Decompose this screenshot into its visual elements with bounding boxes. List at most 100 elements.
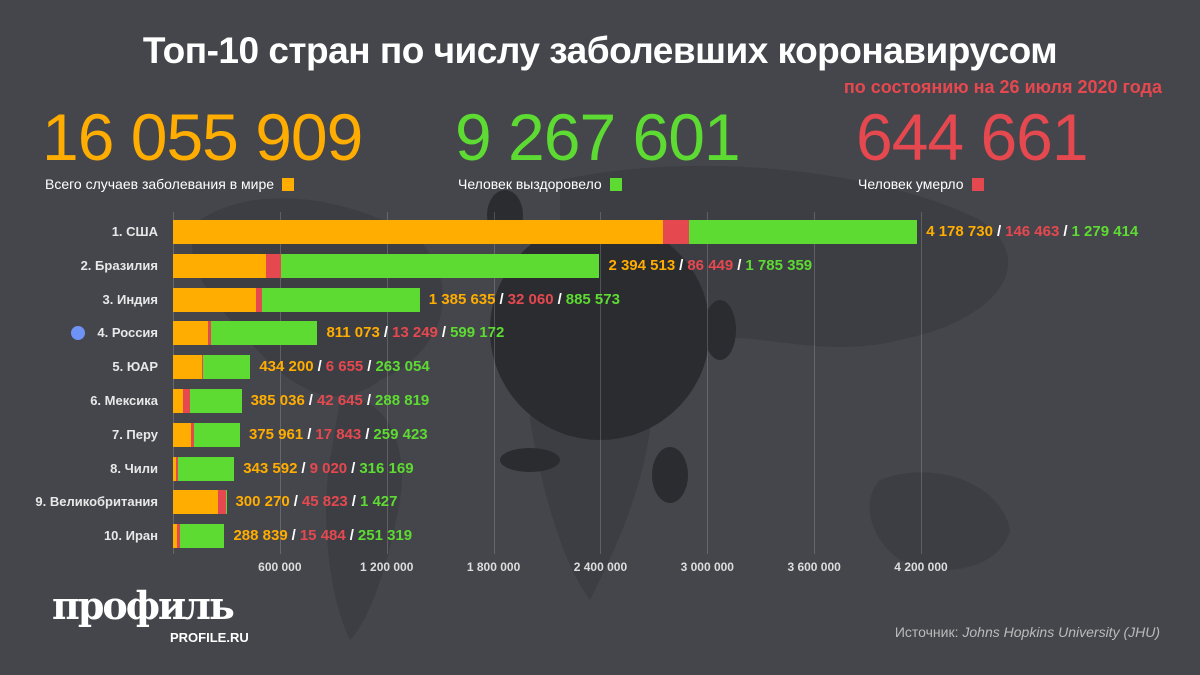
page-title: Топ-10 стран по числу заболевших коронав…: [142, 30, 1058, 71]
cases-value: 300 270: [235, 493, 290, 511]
cases-value: 4 178 730: [926, 223, 993, 240]
chart-row: 9. Великобритания 300 270/45 823/1 427: [0, 490, 1200, 515]
separator-slash: /: [441, 324, 447, 342]
total-cases-label: Всего случаев заболевания в мире: [45, 176, 275, 192]
total-recovered-value: 9 267 601: [455, 100, 741, 174]
gridline: [814, 212, 816, 554]
recovered-value: 1 785 359: [745, 256, 813, 274]
separator-slash: /: [308, 392, 313, 409]
value-label: 434 200/6 655/263 054: [259, 358, 429, 376]
stacked-bar: [173, 456, 235, 481]
bar-segment-recovered: [210, 321, 318, 346]
cases-value: 811 073: [326, 324, 380, 342]
separator-slash: /: [307, 425, 312, 443]
value-label: 4 178 730/146 463/1 279 414: [926, 223, 1138, 241]
bar-segment-recovered: [179, 524, 225, 549]
chart-row: 4. Россия 811 073/13 249/599 172: [0, 321, 1200, 346]
deaths-color-swatch: [971, 177, 984, 191]
gridline: [279, 212, 281, 554]
value-label: 375 961/17 843/259 423: [249, 426, 428, 444]
separator-slash: /: [317, 358, 322, 376]
separator-slash: /: [349, 527, 354, 545]
deaths-value: 17 843: [315, 425, 362, 443]
source-prefix: Источник:: [894, 624, 959, 640]
deaths-value: 42 645: [316, 392, 363, 409]
x-tick-label: 3 600 000: [787, 560, 841, 574]
bar-segment-deaths: [190, 422, 194, 447]
separator-slash: /: [996, 223, 1002, 240]
bar-segment-deaths: [266, 253, 282, 278]
stacked-bar: [173, 389, 242, 413]
bar-segment-recovered: [689, 220, 918, 244]
bar-segment-active: [173, 253, 267, 278]
chart-row: 3. Индия 1 385 635/32 060/885 573: [0, 287, 1200, 312]
deaths-value: 86 449: [687, 256, 734, 274]
russia-marker-icon: [71, 326, 85, 341]
deaths-value: 32 060: [507, 290, 554, 308]
separator-slash: /: [365, 425, 370, 443]
total-recovered-legend: Человек выздоровело: [458, 176, 622, 192]
separator-slash: /: [293, 493, 298, 511]
separator-slash: /: [557, 290, 562, 308]
country-label: 8. Чили: [110, 460, 158, 476]
value-label: 811 073/13 249/599 172: [326, 324, 504, 342]
recovered-value: 1 427: [359, 493, 398, 511]
x-tick-label: 3 000 000: [680, 560, 734, 574]
stacked-bar: [173, 220, 918, 244]
gridline: [600, 212, 602, 554]
profile-logo: профиль: [52, 583, 235, 628]
stacked-bar: [173, 490, 227, 515]
country-label: 2. Бразилия: [80, 257, 158, 273]
bar-segment-deaths: [256, 287, 263, 312]
bar-segment-recovered: [262, 287, 420, 312]
chart-row: 2. Бразилия 2 394 513/86 449/1 785 359: [0, 253, 1200, 278]
x-tick-label: 1 800 000: [466, 560, 521, 574]
subtitle-date: по состоянию на 26 июля 2020 года: [843, 77, 1162, 97]
country-label: 1. США: [111, 224, 158, 239]
total-deaths-value: 644 661: [856, 100, 1089, 174]
separator-slash: /: [301, 459, 306, 477]
profile-logo-url: PROFILE.RU: [170, 630, 249, 645]
stacked-bar: [173, 422, 240, 447]
value-label: 300 270/45 823/1 427: [235, 493, 397, 511]
bar-segment-active: [173, 355, 203, 380]
separator-slash: /: [383, 324, 389, 342]
total-recovered-label: Человек выздоровело: [458, 176, 602, 192]
bar-segment-active: [173, 321, 209, 346]
chart-row: 10. Иран 288 839/15 484/251 319: [0, 524, 1200, 549]
recovered-value: 263 054: [375, 358, 430, 376]
cases-value: 1 385 635: [428, 290, 496, 308]
separator-slash: /: [367, 358, 372, 376]
deaths-value: 9 020: [309, 459, 348, 477]
total-cases-legend: Всего случаев заболевания в мире: [45, 176, 295, 192]
gridline: [921, 212, 922, 554]
bar-segment-active: [173, 389, 183, 413]
cases-value: 2 394 513: [608, 256, 676, 274]
deaths-value: 13 249: [392, 324, 438, 342]
separator-slash: /: [499, 290, 504, 308]
deaths-value: 15 484: [299, 527, 346, 545]
chart-row: 5. ЮАР 434 200/6 655/263 054: [0, 355, 1200, 380]
bar-segment-deaths: [218, 490, 227, 515]
recovered-value: 251 319: [357, 527, 413, 545]
bar-segment-active: [173, 456, 177, 481]
bar-segment-deaths: [663, 220, 690, 244]
separator-slash: /: [1063, 223, 1068, 240]
bar-segment-active: [173, 422, 191, 447]
x-tick-label: 4 200 000: [894, 560, 948, 574]
bar-segment-active: [173, 490, 219, 515]
stacked-bar: [173, 355, 251, 380]
cases-color-swatch: [282, 177, 295, 191]
deaths-value: 45 823: [301, 493, 348, 511]
x-tick-label: 600 000: [258, 560, 302, 574]
total-cases-value: 16 055 909: [42, 100, 363, 174]
recovered-value: 1 279 414: [1071, 223, 1139, 240]
country-label: 6. Мексика: [90, 393, 158, 408]
bar-segment-recovered: [281, 253, 600, 278]
stacked-bar: [173, 253, 600, 278]
cases-value: 375 961: [248, 425, 304, 443]
bar-segment-active: [173, 287, 257, 312]
value-label: 343 592/9 020/316 169: [243, 460, 413, 478]
country-label: 3. Индия: [102, 291, 158, 307]
bar-segment-deaths: [182, 389, 191, 413]
